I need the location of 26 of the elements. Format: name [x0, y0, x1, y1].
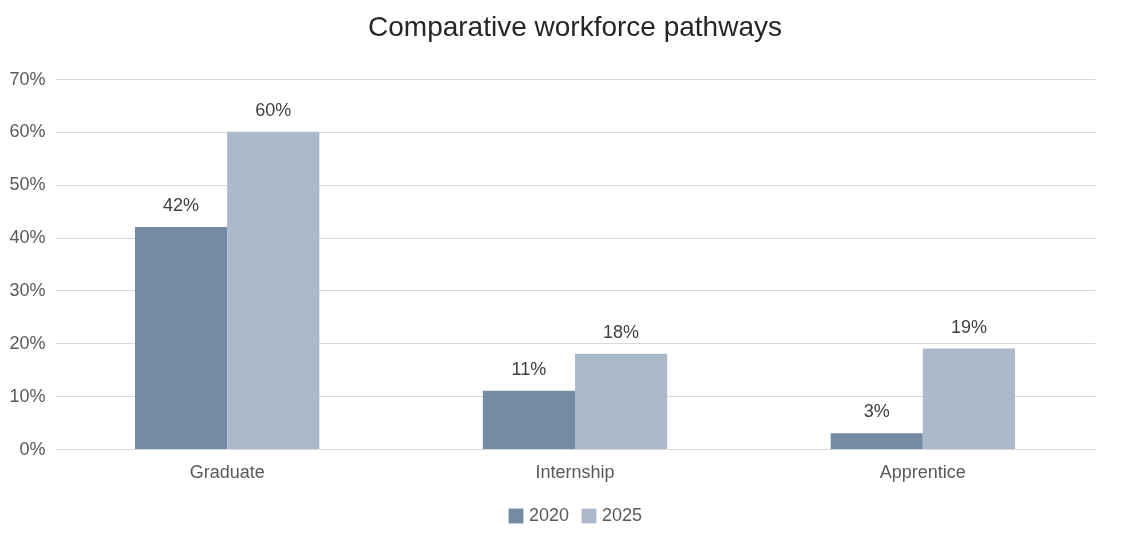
- bar: [227, 131, 320, 449]
- y-tick-label: 10%: [9, 385, 46, 406]
- x-tick-label: Apprentice: [879, 461, 966, 482]
- bar: [575, 353, 668, 449]
- y-tick-label: 50%: [9, 174, 46, 195]
- data-label: 3%: [863, 401, 890, 422]
- y-tick-label: 60%: [9, 121, 46, 142]
- data-label: 60%: [255, 99, 292, 120]
- y-tick-label: 30%: [9, 279, 46, 300]
- data-label: 42%: [163, 195, 200, 215]
- chart-title: Comparative workforce pathways: [368, 11, 782, 42]
- x-tick-label: Internship: [535, 461, 615, 482]
- data-label: 19%: [950, 316, 987, 337]
- bar: [830, 433, 923, 449]
- y-tick-label: 20%: [9, 332, 46, 353]
- bar: [482, 390, 575, 449]
- x-tick-label: Graduate: [189, 461, 265, 482]
- legend-label: 2020: [529, 505, 570, 525]
- y-tick-label: 70%: [9, 68, 46, 89]
- data-label: 18%: [603, 321, 640, 342]
- bar: [922, 348, 1015, 449]
- data-label: 11%: [511, 358, 547, 379]
- legend-label: 2025: [602, 505, 643, 525]
- y-tick-label: 40%: [9, 227, 46, 248]
- bar: [135, 227, 228, 449]
- y-tick-label: 0%: [19, 438, 46, 459]
